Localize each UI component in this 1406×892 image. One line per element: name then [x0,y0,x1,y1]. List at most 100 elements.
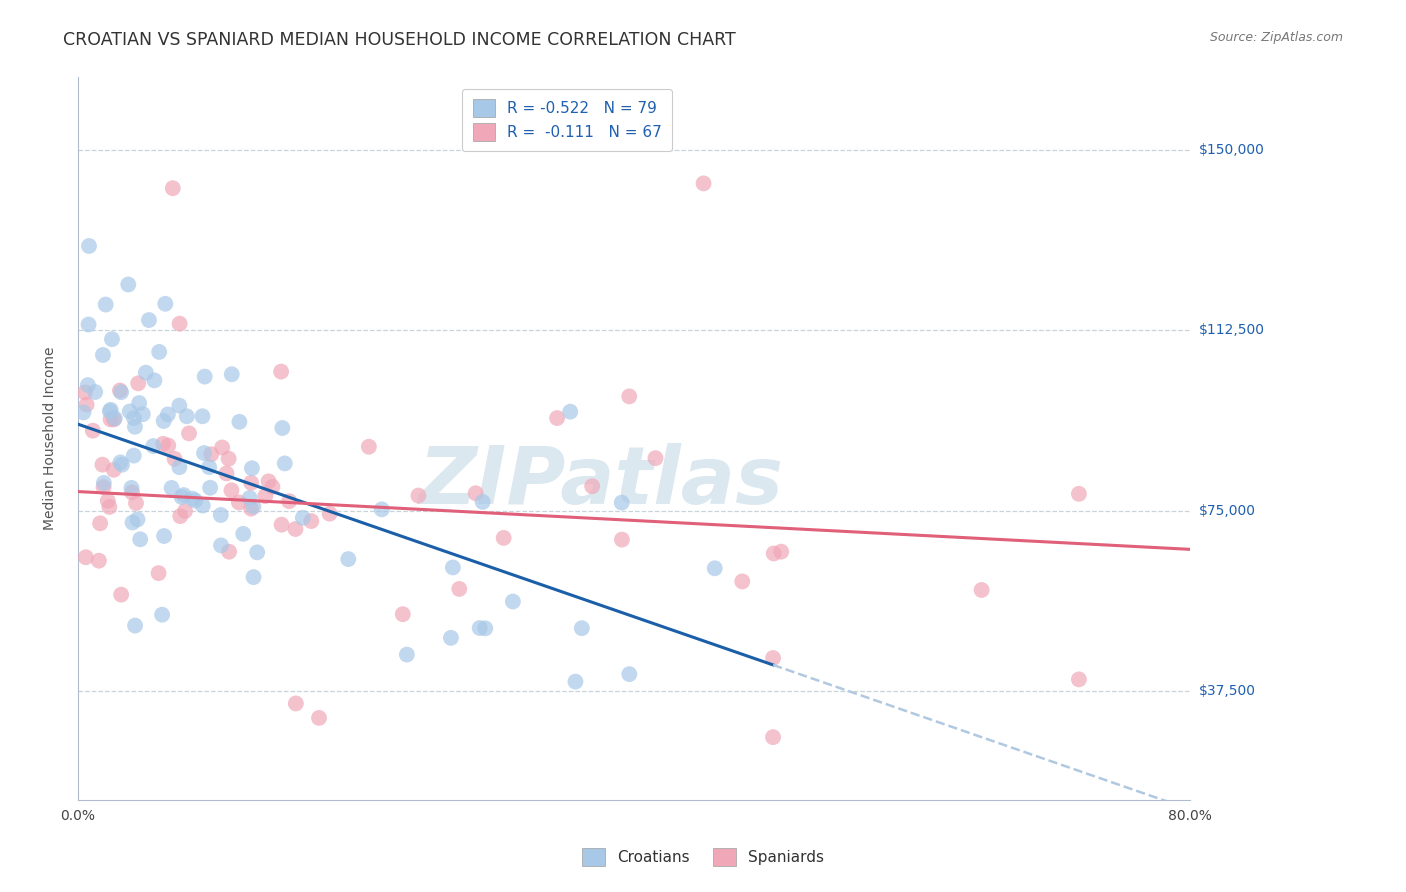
Croatians [118,404,141,418]
Croatians [440,631,463,645]
Croatians [117,277,139,292]
Croatians [395,648,418,662]
Croatians [143,373,166,387]
Spaniards [299,514,322,528]
Croatians [91,348,114,362]
Croatians [232,526,254,541]
Croatians [132,407,155,421]
Croatians [198,460,221,475]
Text: Source: ZipAtlas.com: Source: ZipAtlas.com [1209,31,1343,45]
Croatians [560,405,582,419]
Croatians [271,421,294,435]
Croatians [121,516,143,530]
Croatians [571,621,593,635]
Spaniards [254,489,277,503]
Spaniards [177,426,200,441]
Spaniards [200,447,222,461]
Croatians [142,439,165,453]
Spaniards [157,439,180,453]
Spaniards [464,486,486,500]
Spaniards [581,479,603,493]
Spaniards [357,440,380,454]
Spaniards [125,496,148,510]
Croatians [209,538,232,552]
Croatians [468,621,491,635]
Croatians [77,239,100,253]
Spaniards [284,522,307,536]
Text: $75,000: $75,000 [1198,504,1256,518]
Spaniards [240,501,263,516]
Croatians [72,405,94,419]
Croatians [184,493,207,508]
Croatians [160,481,183,495]
Spaniards [278,494,301,508]
Croatians [703,561,725,575]
Croatians [181,491,204,506]
Croatians [471,495,494,509]
Croatians [104,411,127,425]
Spaniards [1067,673,1090,687]
Spaniards [644,451,666,466]
Croatians [239,491,262,505]
Croatians [194,369,217,384]
Croatians [191,499,214,513]
Spaniards [692,177,714,191]
Croatians [242,570,264,584]
Spaniards [408,489,430,503]
Croatians [127,512,149,526]
Croatians [610,495,633,509]
Croatians [242,500,264,514]
Croatians [564,674,586,689]
Croatians [129,533,152,547]
Spaniards [73,385,96,400]
Spaniards [770,544,793,558]
Croatians [619,667,641,681]
Croatians [240,461,263,475]
Croatians [110,385,132,400]
Spaniards [391,607,413,622]
Croatians [228,415,250,429]
Croatians [274,457,297,471]
Spaniards [240,475,263,490]
Spaniards [162,181,184,195]
Spaniards [284,697,307,711]
Spaniards [174,504,197,518]
Spaniards [103,412,125,426]
Croatians [124,419,146,434]
Spaniards [221,483,243,498]
Croatians [120,481,142,495]
Spaniards [492,531,515,545]
Spaniards [169,317,191,331]
Croatians [122,449,145,463]
Croatians [441,560,464,574]
Spaniards [762,546,785,560]
Croatians [193,446,215,460]
Croatians [169,460,191,475]
Croatians [128,396,150,410]
Croatians [135,366,157,380]
Croatians [110,455,132,469]
Spaniards [257,475,280,489]
Croatians [291,510,314,524]
Spaniards [546,411,568,425]
Spaniards [163,451,186,466]
Spaniards [98,500,121,514]
Y-axis label: Median Household Income: Median Household Income [44,347,58,531]
Text: ZIPatlas: ZIPatlas [418,443,783,521]
Spaniards [262,480,284,494]
Spaniards [75,550,97,565]
Spaniards [76,398,98,412]
Spaniards [152,437,174,451]
Croatians [173,488,195,502]
Spaniards [93,480,115,494]
Spaniards [121,485,143,500]
Spaniards [218,451,240,466]
Spaniards [100,412,122,426]
Croatians [155,297,177,311]
Spaniards [270,365,292,379]
Spaniards [89,516,111,531]
Spaniards [270,517,292,532]
Spaniards [610,533,633,547]
Spaniards [110,588,132,602]
Croatians [98,404,121,418]
